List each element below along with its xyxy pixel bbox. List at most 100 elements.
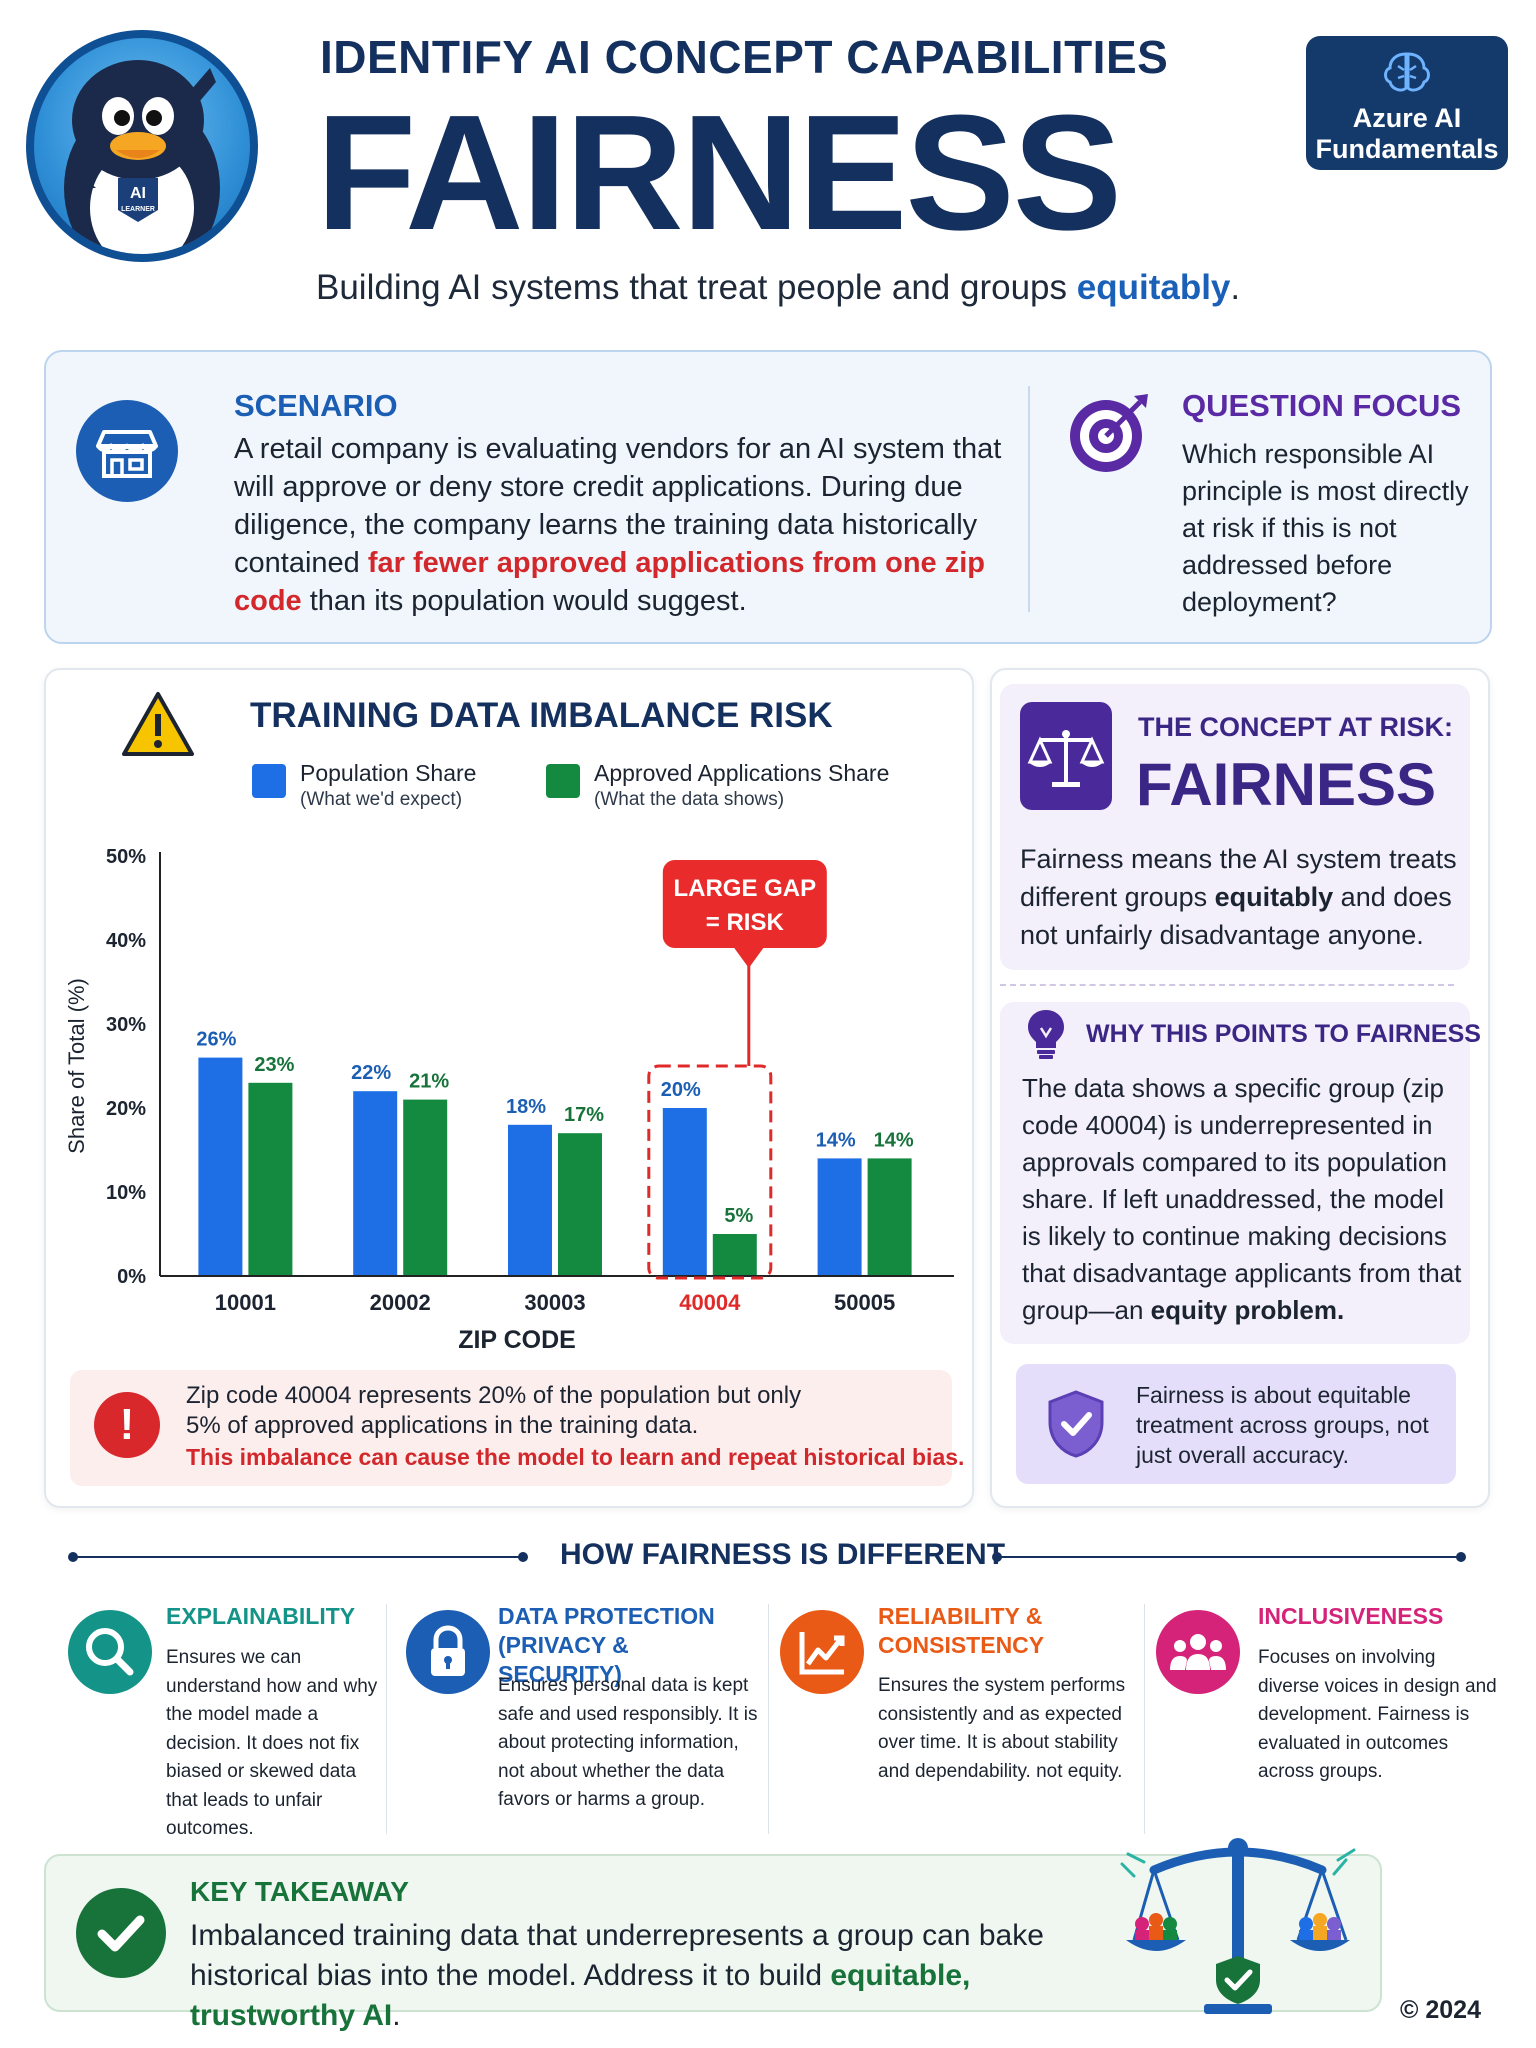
section-dot-left-inner <box>518 1552 528 1562</box>
y-tick-label: 40% <box>106 930 146 952</box>
header-kicker: IDENTIFY AI CONCEPT CAPABILITIES <box>320 31 1169 83</box>
column-divider <box>768 1604 769 1834</box>
x-axis-label: ZIP CODE <box>458 1326 576 1354</box>
bar-value-label: 5% <box>724 1205 753 1227</box>
legend-population-subtitle: (What we'd expect) <box>300 789 463 810</box>
reliability-body: Ensures the system performs consistently… <box>878 1675 1126 1782</box>
x-axis-ticks: 10001 20002 30003 40004 50005 <box>215 1290 895 1315</box>
concept-body: Fairness means the AI system treats diff… <box>1020 840 1460 954</box>
y-tick-label: 10% <box>106 1182 146 1204</box>
legend-population-name: Population Share <box>300 760 477 786</box>
section-line-left <box>72 1556 522 1558</box>
bar-approved-10001 <box>248 1082 293 1276</box>
bar-population-20002 <box>353 1091 398 1276</box>
badge-text: Azure AI Fundamentals <box>1306 103 1508 165</box>
fairness-note-text: Fairness is about equitable treatment ac… <box>1136 1382 1429 1468</box>
store-icon <box>76 400 178 502</box>
concept-separator <box>1000 984 1454 986</box>
bar-approved-40004 <box>712 1234 757 1276</box>
section-dot-right <box>1456 1552 1466 1562</box>
scenario-card <box>44 350 1492 644</box>
why-body-bold: equity problem. <box>1150 1295 1345 1325</box>
question-focus-body: Which responsible AI principle is most d… <box>1182 439 1469 617</box>
mascot-penguin: AI LEARNER <box>26 30 258 262</box>
inclusiveness-title: INCLUSIVENESS <box>1258 1603 1444 1629</box>
reliability-title: RELIABILITY & CONSISTENCY <box>878 1603 1045 1658</box>
bar-value-label: 14% <box>874 1129 914 1151</box>
warning-icon <box>120 690 196 758</box>
x-tick-label: 30003 <box>524 1290 585 1315</box>
explainability-body: Ensures we can understand how and why th… <box>166 1647 378 1839</box>
bar-value-label: 21% <box>409 1071 449 1093</box>
legend-approved-name: Approved Applications Share <box>594 760 890 786</box>
concept-body-start: Fairness means the AI system treats diff… <box>1020 844 1457 912</box>
x-tick-label: 40004 <box>679 1290 741 1315</box>
legend-population-swatch <box>252 764 286 798</box>
bar-value-label: 20% <box>661 1079 701 1101</box>
target-icon <box>1064 388 1154 478</box>
concept-body-bold: equitably <box>1214 882 1334 912</box>
lightbulb-icon <box>1024 1006 1068 1062</box>
key-takeaway-heading: KEY TAKEAWAY <box>190 1876 409 1907</box>
chart-title: TRAINING DATA IMBALANCE RISK <box>250 696 833 735</box>
bars <box>198 1057 912 1276</box>
bar-approved-30003 <box>558 1133 602 1276</box>
y-tick-label: 20% <box>106 1098 146 1120</box>
why-body: The data shows a specific group (zip cod… <box>1022 1070 1462 1329</box>
subtitle-end: . <box>1230 268 1241 307</box>
concept-kicker: THE CONCEPT AT RISK: <box>1138 712 1453 742</box>
bar-chart: 0% 10% 20% 30% 40% 50% 26% 23% 22% 21% 18% 17% 20% 5… <box>64 846 954 1354</box>
how-different-title: HOW FAIRNESS IS DIFFERENT <box>560 1538 1006 1571</box>
bar-population-30003 <box>508 1124 552 1276</box>
y-axis-ticks: 0% 10% 20% 30% 40% 50% <box>106 846 146 1288</box>
y-tick-label: 0% <box>117 1266 146 1288</box>
mascot-badge-top: AI <box>130 185 146 202</box>
bar-value-label: 23% <box>254 1054 294 1076</box>
scenario-body: A retail company is evaluating vendors f… <box>234 430 1034 620</box>
balance-scale-illustration <box>1108 1820 1368 2020</box>
explainability-title: EXPLAINABILITY <box>166 1603 356 1629</box>
subtitle-start: Building AI systems that treat people an… <box>316 268 1077 307</box>
callout-line-1: LARGE GAP <box>673 875 816 902</box>
scenario-body-end: than its population would suggest. <box>301 585 747 617</box>
legend-approved-swatch <box>546 764 580 798</box>
shield-check-icon <box>1044 1388 1108 1460</box>
page-title: FAIRNESS <box>316 81 1122 264</box>
trend-chart-icon <box>780 1610 864 1694</box>
takeaway-body-end: . <box>392 1999 401 2032</box>
why-body-start: The data shows a specific group (zip cod… <box>1022 1073 1462 1325</box>
bar-approved-20002 <box>403 1099 448 1276</box>
chart-note-line-1: Zip code 40004 represents 20% of the pop… <box>186 1382 802 1409</box>
takeaway-body-start: Imbalanced training data that underrepre… <box>190 1919 1044 1992</box>
penguin-icon: AI LEARNER <box>64 60 220 254</box>
lock-icon <box>406 1610 490 1694</box>
chart-note-line-2: 5% of approved applications in the train… <box>186 1412 699 1439</box>
azure-badge: Azure AI Fundamentals <box>1306 36 1508 170</box>
bar-approved-50005 <box>867 1158 912 1276</box>
mascot-badge-bottom: LEARNER <box>121 206 155 213</box>
x-tick-label: 20002 <box>370 1290 431 1315</box>
check-icon <box>76 1888 166 1978</box>
section-line-right <box>996 1556 1460 1558</box>
concept-body-end: and does not unfairly disadvantage anyon… <box>1020 882 1452 950</box>
y-tick-label: 50% <box>106 846 146 868</box>
bar-value-label: 17% <box>564 1104 604 1126</box>
data-protection-body: Ensures personal data is kept safe and u… <box>498 1675 758 1810</box>
column-divider <box>386 1604 387 1834</box>
callout-line-2: = RISK <box>706 909 785 936</box>
people-group-icon <box>1156 1610 1240 1694</box>
copyright: © 2024 <box>1400 1996 1481 2024</box>
page-subtitle: Building AI systems that treat people an… <box>316 268 1276 308</box>
highlight-box <box>647 1064 773 1280</box>
x-tick-label: 10001 <box>215 1290 276 1315</box>
bar-value-label: 22% <box>351 1062 391 1084</box>
scenario-heading: SCENARIO <box>234 388 398 423</box>
subtitle-highlight: equitably <box>1076 268 1231 307</box>
bar-population-10001 <box>198 1057 243 1276</box>
concept-title: FAIRNESS <box>1136 751 1437 818</box>
why-box <box>1000 1002 1470 1344</box>
callout-box <box>662 860 827 948</box>
takeaway-body-highlight: equitable, trustworthy AI <box>190 1959 971 2032</box>
y-axis-label: Share of Total (%) <box>64 978 89 1154</box>
scenario-body-highlight: far fewer approved applications from one… <box>234 547 985 617</box>
